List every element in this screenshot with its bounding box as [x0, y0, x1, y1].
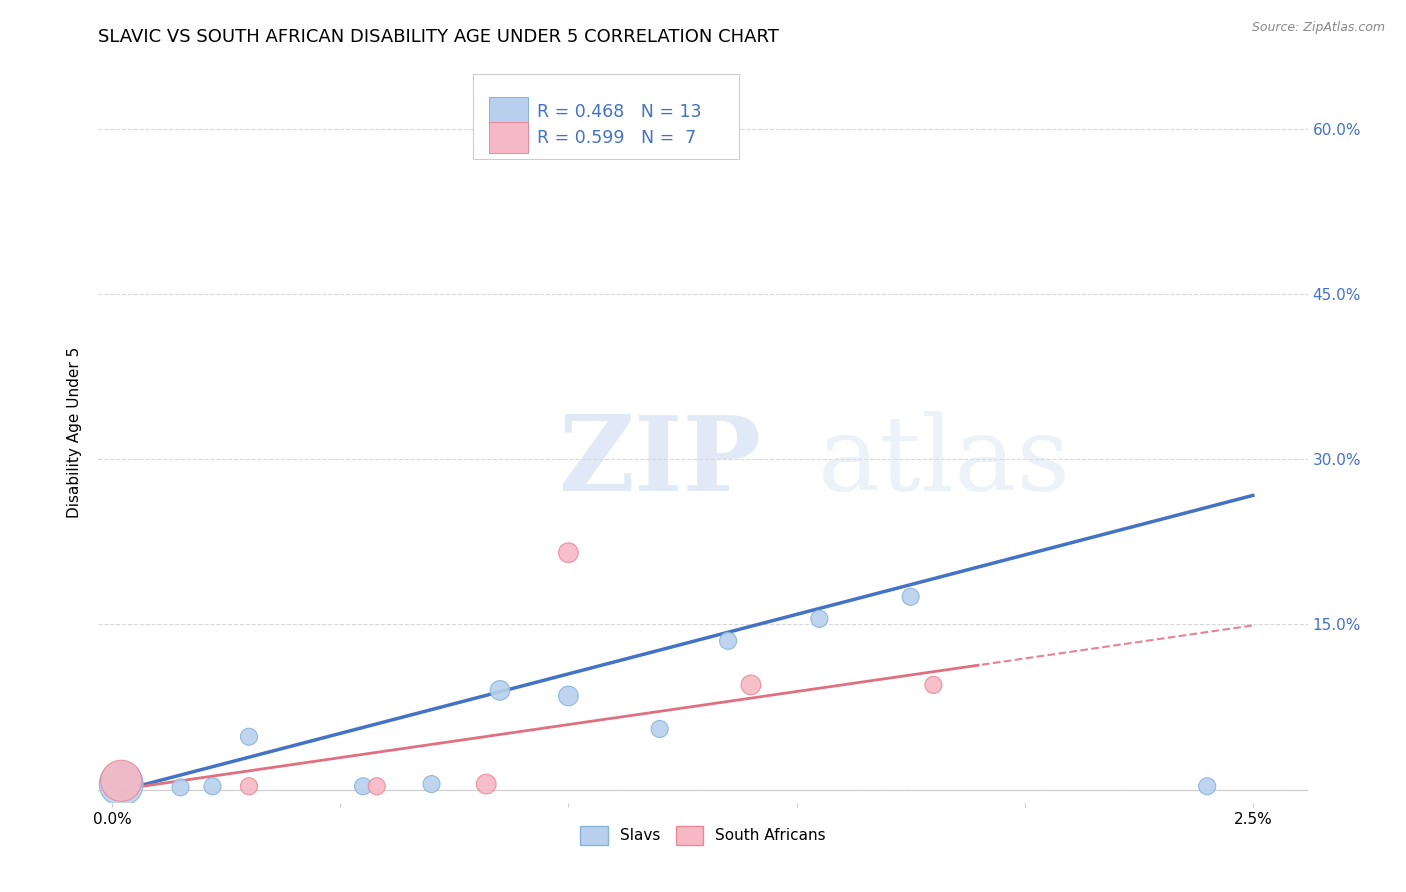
Point: [169, 780, 191, 795]
Point: [238, 730, 260, 744]
FancyBboxPatch shape: [474, 73, 740, 159]
Point: [1197, 779, 1219, 793]
Point: [808, 612, 831, 626]
Y-axis label: Disability Age Under 5: Disability Age Under 5: [67, 347, 83, 518]
Point: [922, 678, 945, 692]
Text: SLAVIC VS SOUTH AFRICAN DISABILITY AGE UNDER 5 CORRELATION CHART: SLAVIC VS SOUTH AFRICAN DISABILITY AGE U…: [98, 28, 779, 45]
Point: [420, 777, 443, 791]
Point: [557, 689, 579, 703]
Point: [900, 590, 922, 604]
Legend: Slavs, South Africans: Slavs, South Africans: [574, 820, 832, 851]
Point: [238, 779, 260, 793]
Point: [352, 779, 374, 793]
FancyBboxPatch shape: [489, 122, 527, 153]
Point: [201, 779, 224, 793]
Point: [740, 678, 762, 692]
Point: [489, 683, 512, 698]
Point: [110, 777, 132, 791]
FancyBboxPatch shape: [489, 96, 527, 128]
Text: R = 0.468   N = 13: R = 0.468 N = 13: [537, 103, 702, 121]
Text: atlas: atlas: [818, 411, 1071, 513]
Text: R = 0.599   N =  7: R = 0.599 N = 7: [537, 128, 696, 147]
Text: Source: ZipAtlas.com: Source: ZipAtlas.com: [1251, 21, 1385, 34]
Point: [475, 777, 498, 791]
Point: [557, 546, 579, 560]
Point: [717, 633, 740, 648]
Point: [648, 722, 671, 736]
Text: ZIP: ZIP: [558, 411, 761, 513]
Point: [110, 773, 132, 788]
Point: [366, 779, 388, 793]
